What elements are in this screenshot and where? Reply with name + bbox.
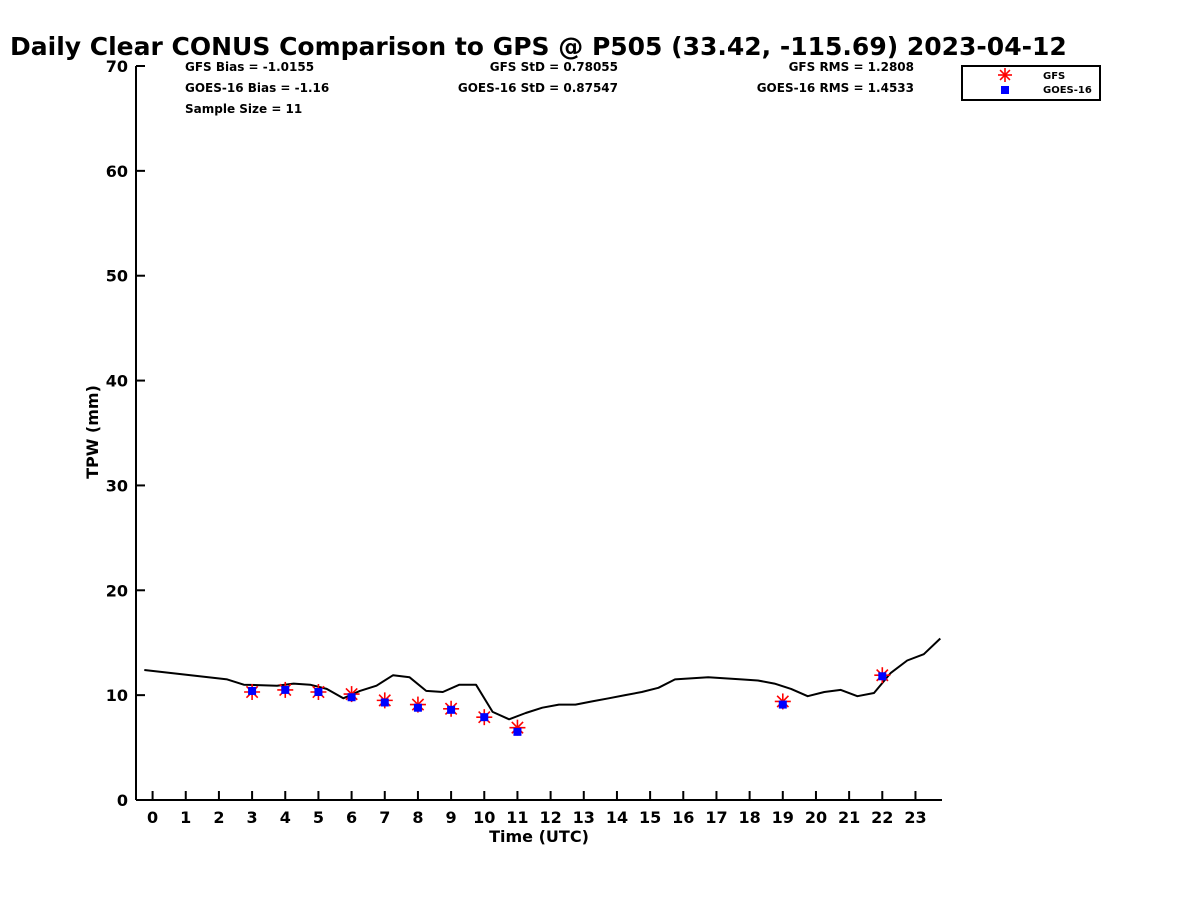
- x-tick-label: 16: [672, 808, 694, 827]
- x-axis-label: Time (UTC): [489, 827, 589, 846]
- x-tick-label: 4: [280, 808, 291, 827]
- y-tick-label: 30: [106, 476, 128, 495]
- x-tick-label: 6: [346, 808, 357, 827]
- y-tick-label: 50: [106, 267, 128, 286]
- gps-series-line: [144, 637, 941, 721]
- x-tick-label: 13: [573, 808, 595, 827]
- stats-panel: GFS Bias = -1.0155 GOES-16 Bias = -1.16 …: [185, 60, 914, 116]
- gfs-std-stat: GFS StD = 0.78055: [490, 60, 618, 74]
- goes16-point: [347, 693, 356, 702]
- x-tick-label: 22: [871, 808, 893, 827]
- x-tick-label: 19: [772, 808, 794, 827]
- y-tick-label: 10: [106, 686, 128, 705]
- y-tick-label: 60: [106, 162, 128, 181]
- legend-goes-square-marker: [1001, 86, 1009, 94]
- goes16-point: [878, 672, 887, 681]
- goes16-point: [380, 698, 389, 707]
- x-tick-label: 23: [904, 808, 926, 827]
- y-tick-label: 20: [106, 581, 128, 600]
- gfs-bias-stat: GFS Bias = -1.0155: [185, 60, 314, 74]
- goes16-point: [413, 703, 422, 712]
- x-tick-label: 20: [805, 808, 827, 827]
- x-tick-label: 21: [838, 808, 860, 827]
- goes16-point: [447, 705, 456, 714]
- sample-size-stat: Sample Size = 11: [185, 102, 302, 116]
- x-tick-label: 5: [313, 808, 324, 827]
- x-tick-label: 12: [539, 808, 561, 827]
- x-tick-label: 10: [473, 808, 495, 827]
- x-tick-label: 3: [247, 808, 258, 827]
- y-tick-label: 0: [117, 791, 128, 810]
- legend-goes-label: GOES-16: [1043, 85, 1092, 96]
- x-tick-label: 2: [213, 808, 224, 827]
- goes-rms-stat: GOES-16 RMS = 1.4533: [757, 81, 914, 95]
- legend-gfs-star-marker: [998, 68, 1012, 82]
- legend-gfs-label: GFS: [1043, 71, 1065, 82]
- x-tick-label: 1: [180, 808, 191, 827]
- goes16-point: [480, 713, 489, 722]
- x-tick-label: 15: [639, 808, 661, 827]
- goes-std-stat: GOES-16 StD = 0.87547: [458, 81, 618, 95]
- x-tick-label: 17: [705, 808, 727, 827]
- gfs-rms-stat: GFS RMS = 1.2808: [789, 60, 914, 74]
- legend: GFS GOES-16: [961, 65, 1101, 101]
- chart-title: Daily Clear CONUS Comparison to GPS @ P5…: [10, 32, 1067, 61]
- x-tick-label: 18: [738, 808, 760, 827]
- goes-bias-stat: GOES-16 Bias = -1.16: [185, 81, 329, 95]
- goes16-point: [314, 687, 323, 696]
- y-axis-label: TPW (mm): [83, 385, 102, 479]
- legend-gfs-star: [998, 68, 1012, 82]
- x-tick-label: 8: [412, 808, 423, 827]
- x-tick-label: 11: [506, 808, 528, 827]
- x-tick-label: 9: [446, 808, 457, 827]
- goes16-point: [778, 700, 787, 709]
- y-tick-label: 70: [106, 57, 128, 76]
- x-tick-label: 7: [379, 808, 390, 827]
- goes16-point: [248, 686, 257, 695]
- goes16-point: [281, 685, 290, 694]
- legend-box: [961, 65, 1101, 101]
- x-tick-label: 0: [147, 808, 158, 827]
- x-tick-label: 14: [606, 808, 628, 827]
- goes16-point: [513, 727, 522, 736]
- y-tick-label: 40: [106, 372, 128, 391]
